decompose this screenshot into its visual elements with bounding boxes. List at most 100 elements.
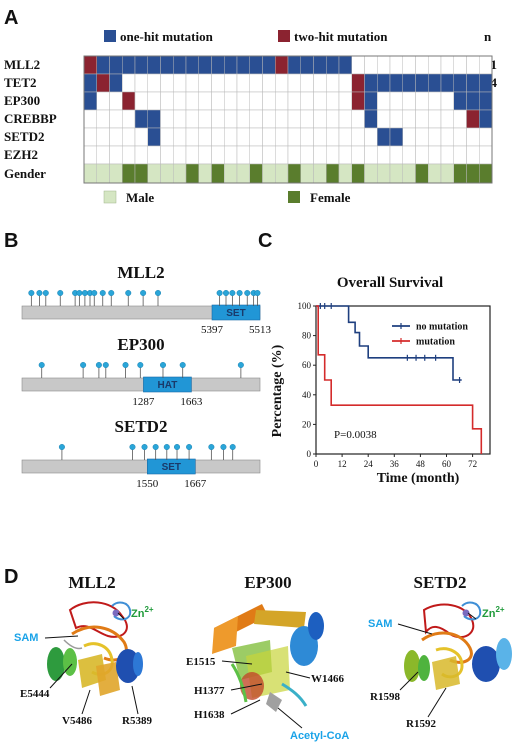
heatmap-cell-empty <box>377 91 391 111</box>
mutation-head <box>91 290 98 297</box>
domain-label: SET <box>226 308 245 319</box>
heatmap-cell-empty <box>275 73 289 93</box>
mll2-residue-label-2: V5486 <box>62 715 92 727</box>
heatmap-cell-empty <box>351 109 365 129</box>
mutation-head <box>137 362 144 369</box>
ep300-residue-label-2: H1377 <box>194 685 225 697</box>
heatmap-cell-empty <box>300 127 314 147</box>
heatmap-cell-one-hit <box>109 73 123 93</box>
heatmap-cell-one-hit <box>109 55 123 75</box>
heatmap-cell-empty <box>173 91 187 111</box>
y-tick-label: 60 <box>302 360 312 370</box>
mutation-head <box>81 290 88 297</box>
gender-cell-male <box>377 163 391 184</box>
heatmap-cell-empty <box>338 127 352 147</box>
mutation-head <box>36 290 43 297</box>
heatmap-cell-empty <box>185 145 199 165</box>
mutation-head <box>220 444 227 451</box>
heatmap-cell-empty <box>198 127 212 147</box>
heatmap-cell-one-hit <box>313 55 327 75</box>
heatmap-cell-one-hit <box>415 73 429 93</box>
heatmap-cell-empty <box>351 55 365 75</box>
heatmap-cell-empty <box>466 127 480 147</box>
mutation-head <box>76 290 83 297</box>
heatmap-cell-one-hit <box>364 109 378 129</box>
heatmap-cell-empty <box>249 73 263 93</box>
gender-cell-female <box>326 163 340 184</box>
heatmap-cell-one-hit <box>428 73 442 93</box>
heatmap-cell-empty <box>377 145 391 165</box>
gender-cell-female <box>249 163 263 184</box>
mutation-head <box>122 362 129 369</box>
heatmap-cell-empty <box>173 127 187 147</box>
heatmap-cell-empty <box>160 127 174 147</box>
mutation-head <box>179 362 186 369</box>
y-tick-label: 100 <box>298 301 312 311</box>
mutation-head <box>229 290 236 297</box>
heatmap-cell-empty <box>198 73 212 93</box>
heatmap-cell-empty <box>326 145 340 165</box>
heatmap-cell-empty <box>287 127 301 147</box>
survival-line-mutation <box>316 305 483 454</box>
heatmap-cell-empty <box>109 91 123 111</box>
heatmap-cell-empty <box>160 109 174 129</box>
heatmap-cell-empty <box>160 91 174 111</box>
mutation-head <box>140 290 147 297</box>
heatmap-cell-one-hit <box>300 55 314 75</box>
ep300-cofactor-label: Acetyl-CoA <box>290 730 349 742</box>
gender-cell-male <box>262 163 276 184</box>
gender-cell-male <box>83 163 97 184</box>
gender-cell-male <box>109 163 123 184</box>
heatmap-cell-empty <box>262 91 276 111</box>
heatmap-cell-empty <box>415 145 429 165</box>
mutation-head <box>102 362 109 369</box>
gene-label: MLL2 <box>4 57 40 72</box>
heatmap-frame <box>83 55 493 184</box>
legend-one-hit-label: one-hit mutation <box>120 29 214 44</box>
x-tick-label: 60 <box>442 459 452 469</box>
heatmap-cell-empty <box>249 109 263 129</box>
gender-cell-male <box>389 163 403 184</box>
domain-end-label: 5513 <box>249 324 272 336</box>
mutation-head <box>38 362 45 369</box>
heatmap-cell-empty <box>338 73 352 93</box>
heatmap-cell-one-hit <box>134 109 148 129</box>
mutation-head <box>57 290 64 297</box>
mutation-head <box>108 290 115 297</box>
gender-cell-male <box>198 163 212 184</box>
heatmap-cell-empty <box>275 145 289 165</box>
gender-cell-male <box>338 163 352 184</box>
mutation-head <box>125 290 132 297</box>
setd2-zn-label: Zn2+ <box>482 605 505 620</box>
legend-series-label: no mutation <box>416 322 468 333</box>
heatmap-cell-empty <box>96 91 110 111</box>
heatmap-cell-empty <box>236 91 250 111</box>
heatmap-cell-one-hit <box>377 127 391 147</box>
domain-label: SET <box>162 462 181 473</box>
heatmap-cell-empty <box>262 145 276 165</box>
gender-cell-male <box>96 163 110 184</box>
heatmap-cell-two-hit <box>351 73 365 93</box>
panel-a-letter: A <box>4 7 18 29</box>
heatmap-cell-empty <box>287 145 301 165</box>
gender-cell-female <box>479 163 493 184</box>
gender-cell-male <box>173 163 187 184</box>
heatmap-cell-empty <box>198 109 212 129</box>
heatmap-cell-one-hit <box>389 73 403 93</box>
heatmap-cell-two-hit <box>275 55 289 75</box>
heatmap-cell-empty <box>211 145 225 165</box>
heatmap-cell-empty <box>326 73 340 93</box>
heatmap-cell-empty <box>160 73 174 93</box>
heatmap-cell-empty <box>147 91 161 111</box>
heatmap-cell-one-hit <box>326 55 340 75</box>
x-tick-label: 12 <box>338 459 347 469</box>
heatmap-cell-empty <box>224 145 238 165</box>
mutation-head <box>28 290 35 297</box>
heatmap-cell-one-hit <box>389 127 403 147</box>
heatmap-cell-empty <box>211 91 225 111</box>
heatmap-cell-empty <box>402 127 416 147</box>
protein-title: SETD2 <box>115 417 168 436</box>
protein-domain <box>211 304 261 321</box>
y-tick-label: 80 <box>302 331 312 341</box>
survival-y-axis-label: Percentage (%) <box>270 344 285 437</box>
